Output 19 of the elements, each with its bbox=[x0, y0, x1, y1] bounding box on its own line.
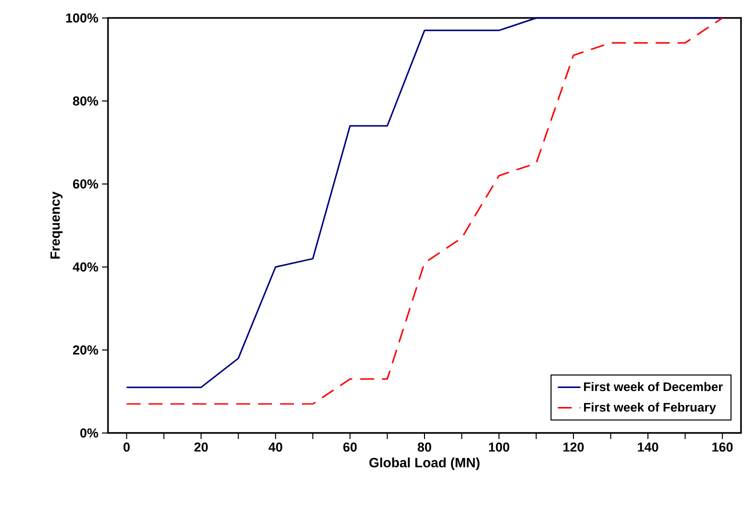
y-tick-label: 40% bbox=[72, 262, 98, 272]
x-tick-label: 60 bbox=[343, 442, 357, 452]
x-tick-label: 140 bbox=[638, 442, 658, 452]
y-tick-label: 0% bbox=[80, 428, 98, 438]
y-axis-title: Frequency bbox=[50, 192, 63, 259]
x-tick-label: 0 bbox=[124, 442, 130, 452]
y-tick-label: 60% bbox=[73, 179, 98, 189]
x-tick-label: 20 bbox=[194, 442, 208, 452]
y-tick-label: 20% bbox=[73, 345, 98, 355]
x-tick-label: 100 bbox=[488, 442, 510, 452]
legend-label: First week of December bbox=[584, 382, 723, 392]
x-tick-label: 80 bbox=[418, 442, 432, 452]
y-tick-label: 100% bbox=[66, 13, 98, 23]
x-tick-label: 160 bbox=[712, 442, 733, 452]
y-tick-label: 80% bbox=[72, 96, 98, 106]
legend-label: First week of February bbox=[584, 402, 716, 414]
x-tick-label: 120 bbox=[563, 442, 584, 452]
x-axis-title: Global Load (MN) bbox=[369, 458, 480, 470]
x-tick-label: 40 bbox=[268, 442, 282, 452]
